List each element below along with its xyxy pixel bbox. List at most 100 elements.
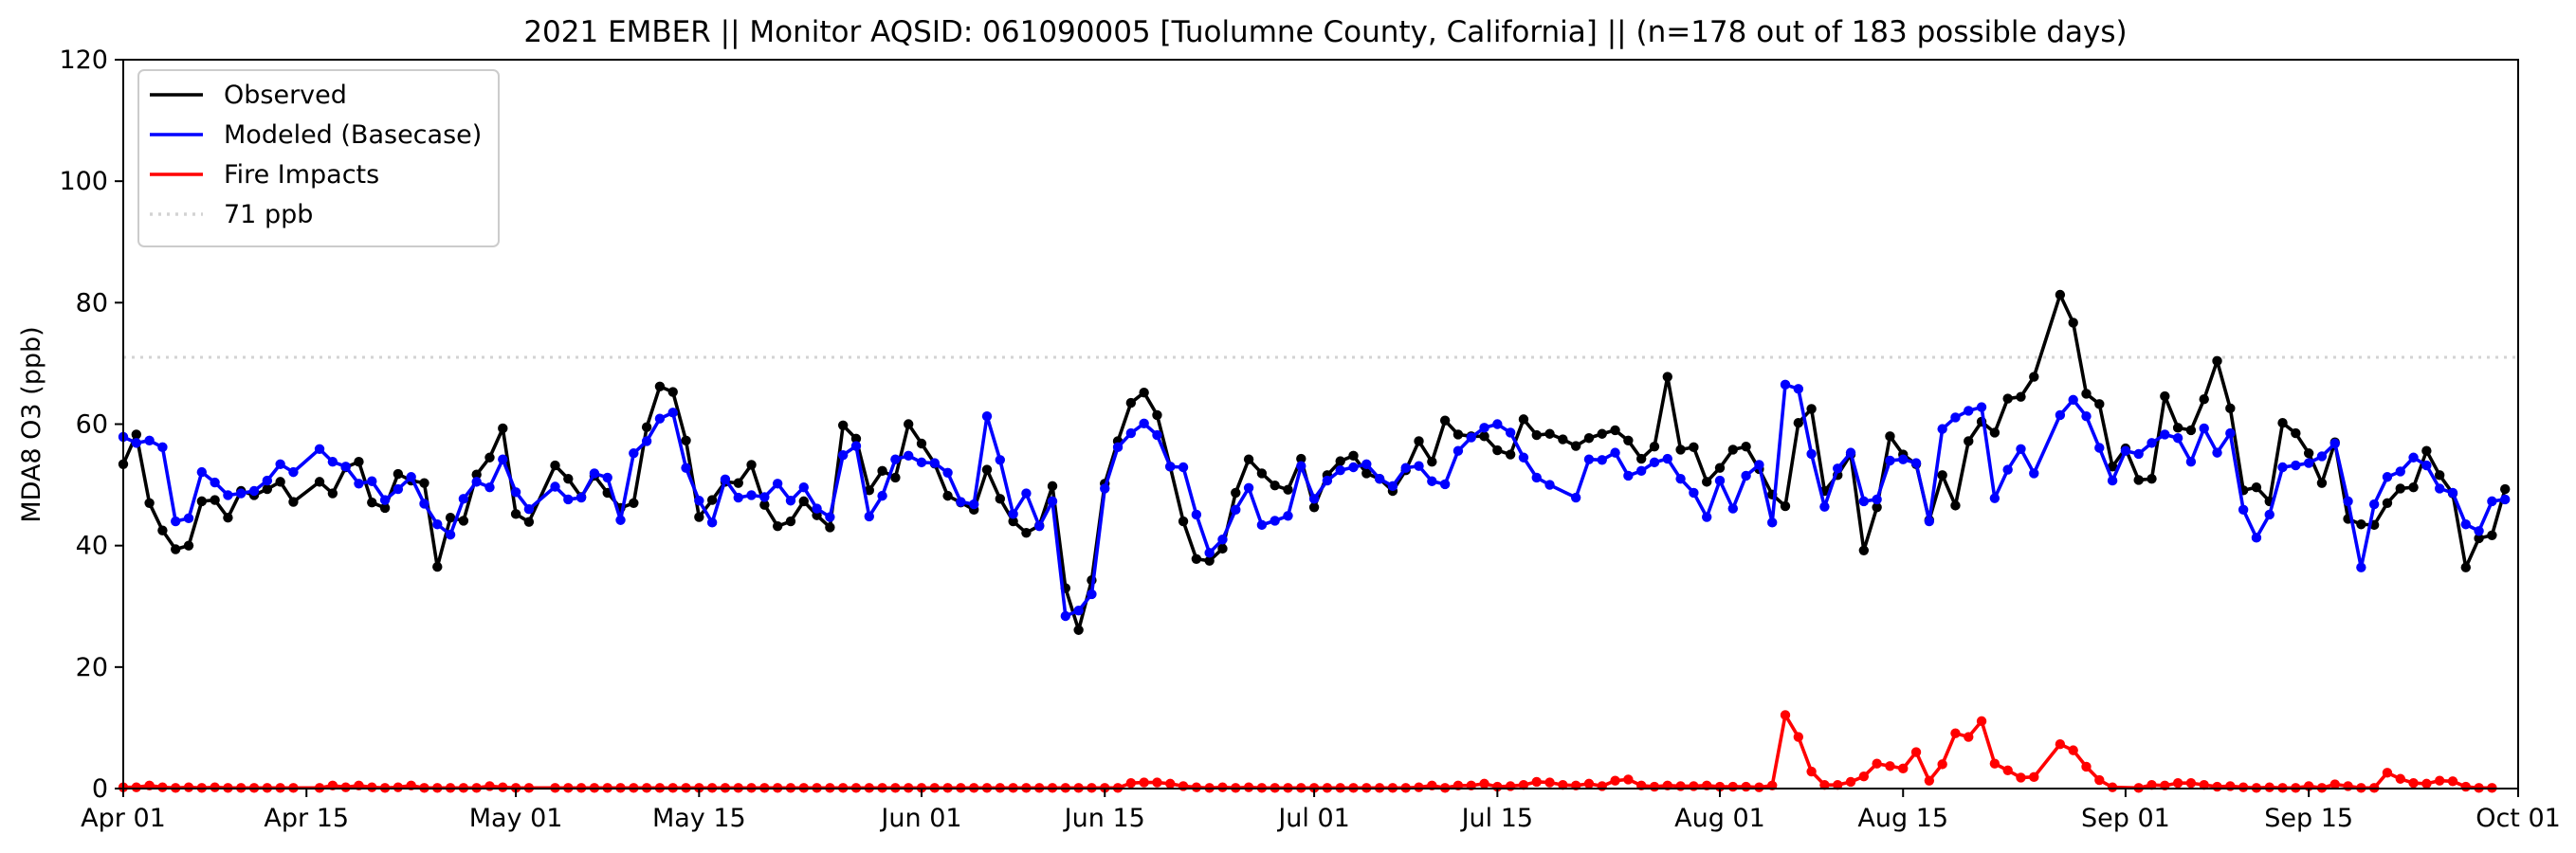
data-point-0 bbox=[419, 478, 429, 488]
data-point-1 bbox=[772, 479, 783, 489]
data-point-1 bbox=[903, 450, 914, 462]
data-point-0 bbox=[1531, 429, 1542, 441]
data-point-1 bbox=[1400, 463, 1411, 473]
data-point-1 bbox=[2316, 451, 2328, 462]
data-point-0 bbox=[432, 561, 443, 572]
data-point-1 bbox=[2460, 519, 2471, 530]
data-point-1 bbox=[2055, 409, 2066, 421]
data-point-1 bbox=[995, 455, 1006, 465]
data-point-0 bbox=[1858, 545, 1870, 555]
data-point-1 bbox=[1819, 501, 1830, 512]
data-point-1 bbox=[1610, 447, 1620, 458]
data-point-1 bbox=[720, 474, 731, 485]
data-point-1 bbox=[694, 496, 704, 506]
data-point-0 bbox=[1989, 427, 2001, 438]
data-point-0 bbox=[2316, 478, 2328, 488]
data-point-2 bbox=[1518, 779, 1529, 790]
data-point-1 bbox=[1374, 473, 1385, 484]
data-point-0 bbox=[890, 472, 901, 483]
data-point-0 bbox=[694, 512, 704, 522]
data-point-0 bbox=[2094, 399, 2105, 409]
data-point-0 bbox=[2277, 418, 2288, 428]
data-point-0 bbox=[2055, 289, 2066, 300]
data-point-2 bbox=[2329, 779, 2340, 789]
data-point-1 bbox=[1361, 459, 1372, 469]
data-point-1 bbox=[837, 449, 849, 461]
x-tick-label: Sep 01 bbox=[2081, 804, 2170, 833]
data-point-1 bbox=[615, 515, 626, 525]
data-point-0 bbox=[1950, 500, 1961, 511]
data-point-2 bbox=[1806, 766, 1817, 777]
data-point-2 bbox=[1950, 728, 1961, 738]
data-point-0 bbox=[1701, 477, 1712, 487]
data-point-1 bbox=[1583, 454, 1595, 464]
data-point-1 bbox=[1414, 461, 1424, 471]
data-point-1 bbox=[1125, 427, 1137, 439]
data-point-0 bbox=[2107, 462, 2118, 472]
data-point-0 bbox=[171, 544, 181, 554]
x-tick-label: Apr 15 bbox=[264, 804, 349, 833]
data-point-1 bbox=[2277, 462, 2288, 473]
data-point-1 bbox=[2368, 499, 2380, 510]
data-point-0 bbox=[2499, 483, 2511, 495]
data-point-2 bbox=[1845, 776, 1856, 788]
data-point-0 bbox=[1296, 453, 1306, 464]
data-point-2 bbox=[2147, 779, 2157, 790]
data-point-1 bbox=[550, 481, 560, 492]
data-point-0 bbox=[1780, 500, 1791, 512]
data-point-0 bbox=[850, 433, 862, 445]
data-point-2 bbox=[1727, 781, 1739, 792]
data-point-1 bbox=[2029, 468, 2039, 479]
data-point-1 bbox=[1243, 482, 1254, 493]
data-point-1 bbox=[196, 466, 208, 478]
data-point-1 bbox=[367, 476, 377, 486]
data-point-1 bbox=[1479, 423, 1489, 433]
data-point-0 bbox=[825, 522, 835, 533]
data-point-0 bbox=[916, 438, 927, 449]
data-point-1 bbox=[1924, 516, 1935, 527]
data-point-1 bbox=[1872, 494, 1882, 505]
data-point-1 bbox=[314, 444, 325, 454]
data-point-1 bbox=[1348, 462, 1359, 473]
data-point-1 bbox=[864, 511, 874, 522]
data-point-0 bbox=[1806, 404, 1817, 414]
data-point-0 bbox=[2212, 355, 2222, 367]
data-point-1 bbox=[2395, 466, 2405, 477]
data-point-0 bbox=[1231, 487, 1241, 499]
data-point-1 bbox=[2212, 447, 2222, 458]
data-point-1 bbox=[641, 436, 652, 446]
data-point-1 bbox=[1466, 432, 1476, 443]
data-point-0 bbox=[1649, 442, 1660, 452]
x-tick-label: Sep 15 bbox=[2264, 804, 2353, 833]
data-point-1 bbox=[406, 472, 416, 482]
data-point-2 bbox=[1910, 747, 1922, 757]
data-point-2 bbox=[1885, 761, 1895, 771]
data-point-1 bbox=[654, 413, 666, 424]
legend-label: Fire Impacts bbox=[224, 160, 379, 190]
data-point-1 bbox=[2107, 475, 2118, 486]
data-point-0 bbox=[1479, 431, 1489, 442]
data-point-2 bbox=[2107, 782, 2118, 792]
data-point-1 bbox=[379, 495, 391, 505]
data-point-0 bbox=[288, 497, 299, 507]
data-point-2 bbox=[2225, 781, 2236, 791]
data-point-2 bbox=[210, 782, 220, 792]
data-point-0 bbox=[1714, 463, 1726, 473]
data-point-2 bbox=[2172, 778, 2183, 789]
data-point-2 bbox=[1858, 771, 1870, 782]
data-point-1 bbox=[1689, 487, 1699, 499]
data-point-2 bbox=[1819, 779, 1830, 790]
data-point-1 bbox=[2002, 464, 2013, 475]
data-point-0 bbox=[1597, 428, 1607, 439]
data-point-0 bbox=[2434, 470, 2445, 481]
data-point-1 bbox=[916, 457, 927, 468]
data-point-1 bbox=[183, 513, 194, 524]
data-point-0 bbox=[1243, 454, 1254, 464]
y-tick-label: 100 bbox=[59, 167, 108, 196]
data-point-2 bbox=[183, 782, 194, 792]
data-point-0 bbox=[275, 477, 285, 487]
data-point-0 bbox=[667, 387, 678, 397]
data-point-1 bbox=[1845, 447, 1856, 458]
data-point-2 bbox=[1976, 716, 1987, 727]
